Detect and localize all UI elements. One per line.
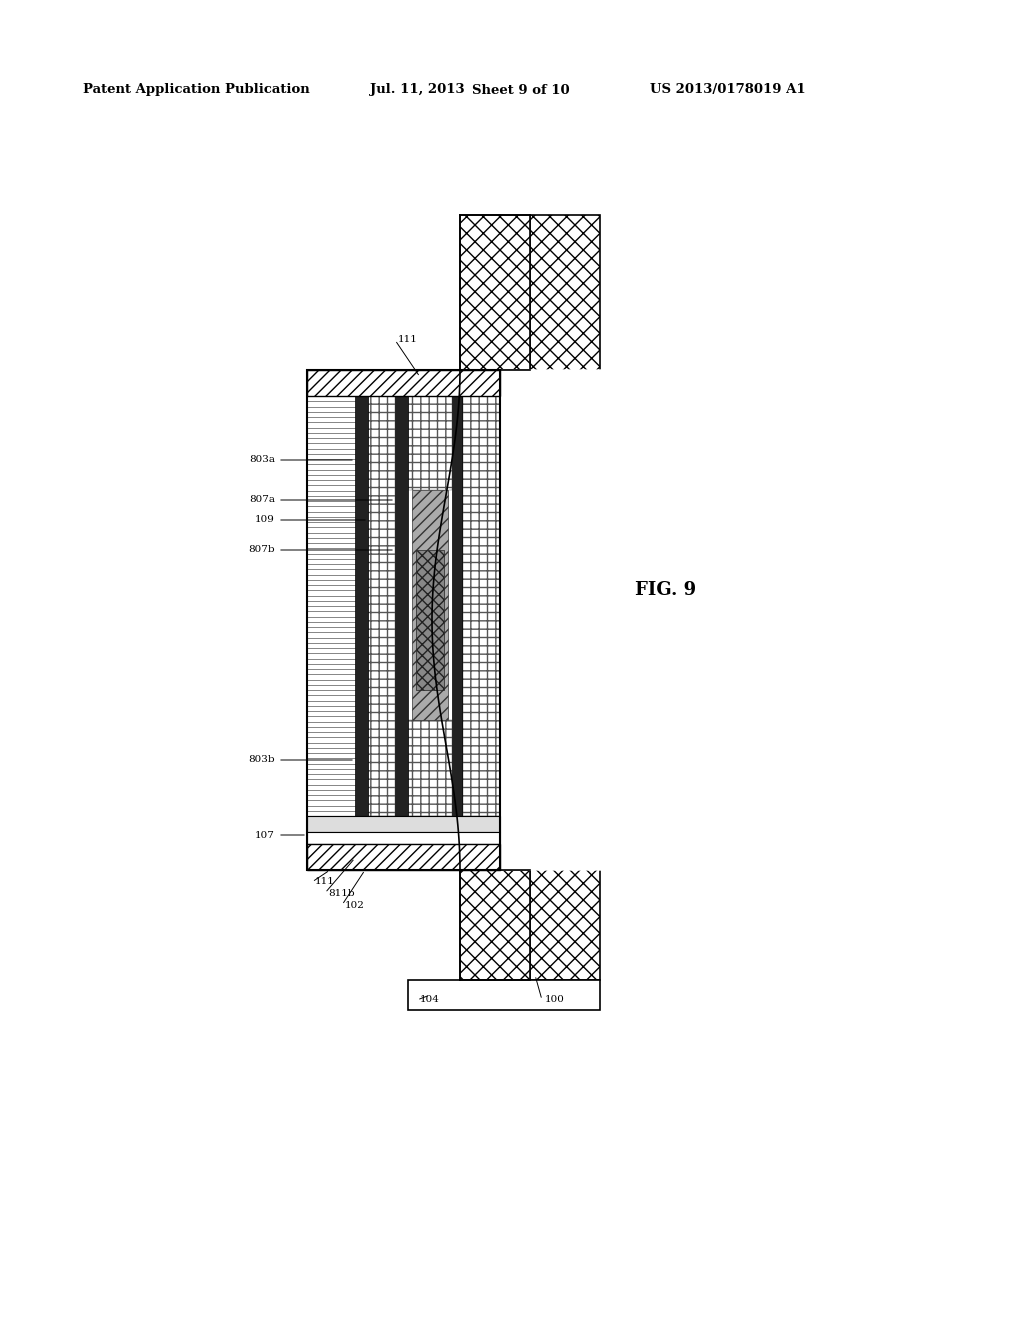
Polygon shape [432,370,660,870]
Bar [460,870,530,979]
Text: FIG. 9: FIG. 9 [635,581,696,599]
Text: 111: 111 [398,335,418,345]
Text: 111: 111 [315,878,335,887]
Bar [307,370,500,870]
Text: 109: 109 [255,516,275,524]
Bar [307,396,355,816]
Bar [408,719,452,816]
Bar [408,979,600,1010]
Text: 107: 107 [255,830,275,840]
Bar [307,816,500,832]
Bar [307,370,500,396]
Text: 104: 104 [420,995,440,1005]
Bar [530,215,600,979]
Text: 803a: 803a [249,455,275,465]
Text: 102: 102 [345,900,365,909]
Bar [452,396,462,816]
Text: 100: 100 [545,995,565,1005]
Bar [408,396,452,490]
Bar [416,550,444,690]
Text: Jul. 11, 2013: Jul. 11, 2013 [370,83,465,96]
Bar [412,490,449,719]
Text: 803b: 803b [249,755,275,764]
Text: Patent Application Publication: Patent Application Publication [83,83,309,96]
Text: 807a: 807a [249,495,275,504]
Bar [355,396,368,816]
Text: Sheet 9 of 10: Sheet 9 of 10 [472,83,569,96]
Text: 811b: 811b [328,888,354,898]
Bar [307,832,500,843]
Bar [460,215,530,370]
Bar [307,370,500,870]
Text: 807b: 807b [249,545,275,554]
Bar [307,843,500,870]
Bar [395,396,408,816]
Text: US 2013/0178019 A1: US 2013/0178019 A1 [650,83,806,96]
Bar [462,396,500,816]
Bar [368,396,395,816]
